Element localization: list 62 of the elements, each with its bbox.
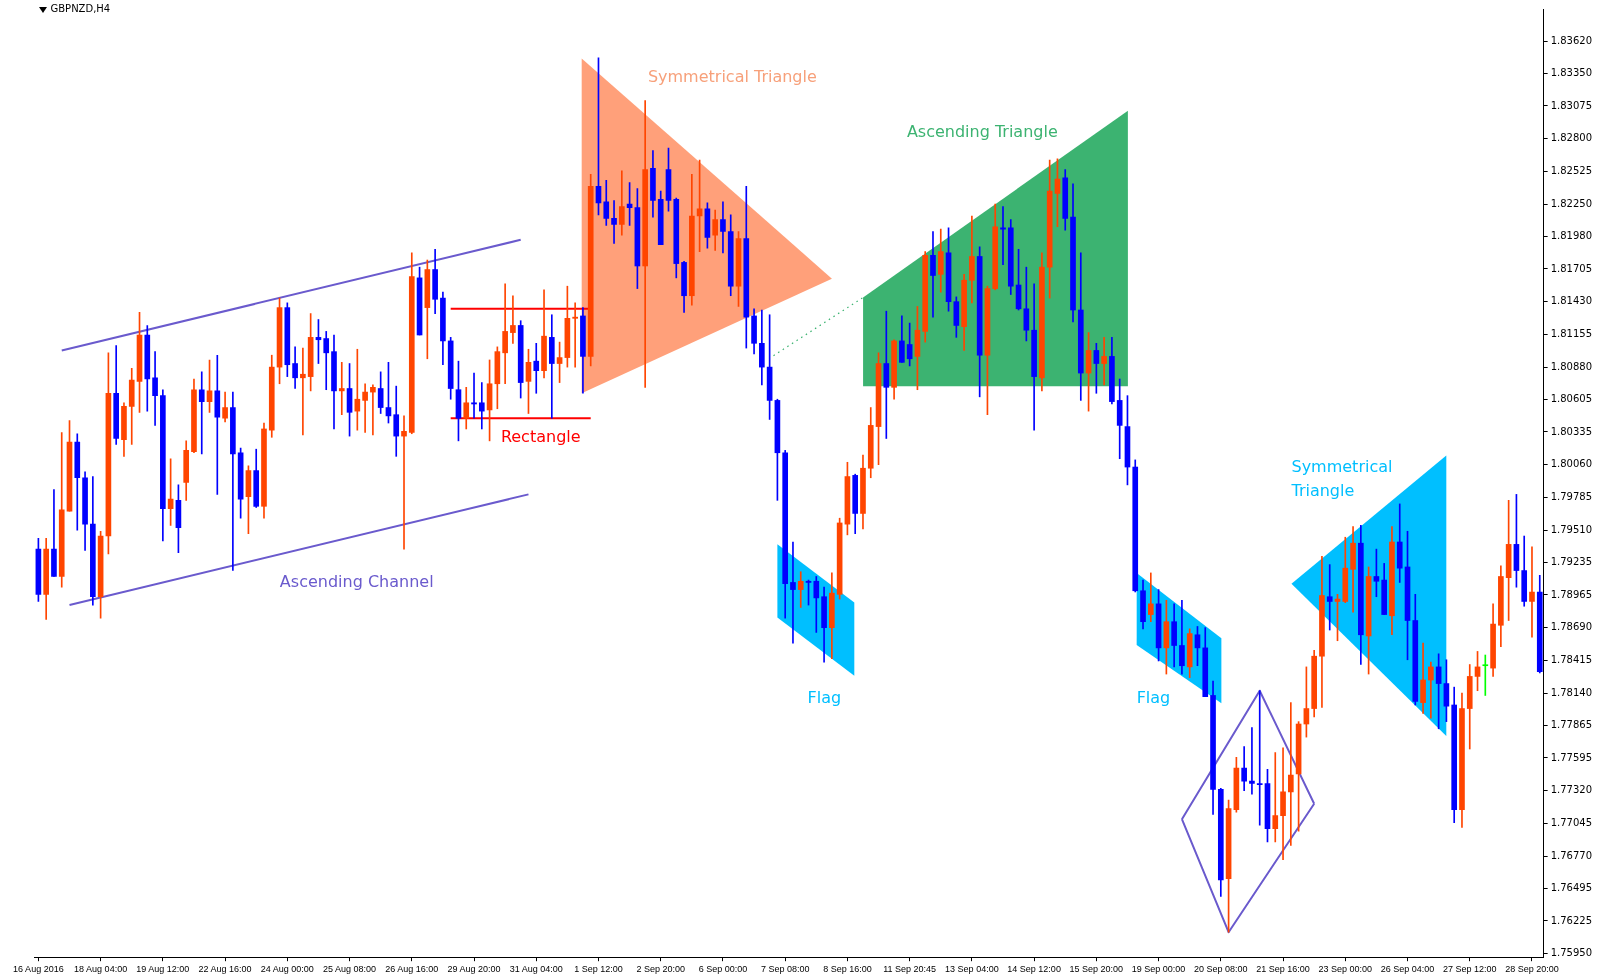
y-tick-label: 1.78140 (1550, 686, 1593, 698)
x-tick-label: 28 Sep 20:00 (1505, 964, 1559, 975)
y-tick-label: 1.81705 (1550, 262, 1593, 274)
y-tick-label: 1.83350 (1550, 66, 1593, 78)
y-tick-label: 1.78690 (1550, 621, 1593, 633)
chart-title: GBPNZD,H4 (50, 3, 111, 14)
y-tick-label: 1.82800 (1550, 132, 1593, 144)
x-tick-label: 11 Sep 20:45 (883, 964, 937, 975)
y-tick-label: 1.79510 (1550, 523, 1593, 535)
x-tick-label: 31 Aug 04:00 (509, 964, 563, 975)
y-tick-label: 1.77320 (1550, 784, 1593, 796)
x-tick-label: 26 Sep 04:00 (1380, 964, 1435, 975)
annotation: Rectangle (500, 425, 581, 448)
y-tick-label: 1.77045 (1550, 816, 1593, 828)
y-tick-label: 1.79235 (1550, 556, 1593, 568)
y-tick-label: 1.80060 (1550, 458, 1593, 470)
y-tick-label: 1.76770 (1550, 849, 1593, 861)
y-tick-label: 1.78965 (1550, 588, 1593, 600)
x-tick-label: 1 Sep 12:00 (574, 964, 623, 975)
x-tick-label: 27 Sep 12:00 (1442, 964, 1497, 975)
y-tick-label: 1.80605 (1550, 393, 1593, 405)
y-tick-label: 1.83620 (1550, 34, 1593, 46)
x-tick-label: 14 Sep 12:00 (1007, 964, 1061, 975)
x-tick-label: 13 Sep 04:00 (945, 964, 999, 975)
y-tick-label: 1.82250 (1550, 197, 1593, 209)
x-tick-label: 19 Aug 12:00 (136, 964, 190, 975)
x-tick-label: 29 Aug 20:00 (447, 964, 501, 975)
y-tick-label: 1.80335 (1550, 425, 1593, 437)
y-tick-label: 1.82525 (1550, 164, 1593, 176)
y-tick-label: 1.81430 (1550, 295, 1593, 307)
x-tick-label: 16 Aug 2016 (13, 964, 64, 975)
y-tick-label: 1.81155 (1550, 327, 1593, 339)
x-tick-label: 15 Sep 20:00 (1069, 964, 1124, 975)
y-tick-label: 1.78415 (1550, 653, 1593, 665)
x-tick-label: 18 Aug 04:00 (74, 964, 128, 975)
x-tick-label: 23 Sep 00:00 (1318, 964, 1373, 975)
x-tick-label: 26 Aug 16:00 (385, 964, 439, 975)
y-tick-label: 1.77595 (1550, 751, 1593, 763)
y-tick-label: 1.76495 (1550, 882, 1593, 894)
annotation: Symmetrical Triangle (1291, 456, 1394, 503)
y-tick-label: 1.77865 (1550, 719, 1593, 731)
annotation: Ascending Triangle (906, 120, 1058, 143)
y-tick-label: 1.83075 (1550, 99, 1593, 111)
x-tick-label: 20 Sep 08:00 (1194, 964, 1248, 975)
x-tick-label: 25 Aug 08:00 (323, 964, 377, 975)
y-tick-label: 1.81980 (1550, 229, 1593, 241)
y-tick-label: 1.76225 (1550, 914, 1593, 926)
x-tick-label: 22 Aug 16:00 (198, 964, 252, 975)
annotation: Ascending Channel (279, 571, 434, 593)
y-tick-label: 1.79785 (1550, 490, 1593, 502)
x-tick-label: 24 Aug 00:00 (260, 964, 314, 975)
annotation: Flag (1136, 686, 1171, 709)
y-tick-label: 1.75950 (1550, 947, 1593, 959)
x-tick-label: 21 Sep 16:00 (1256, 964, 1310, 975)
annotation: Symmetrical Triangle (647, 66, 817, 89)
x-tick-label: 8 Sep 16:00 (823, 964, 872, 975)
y-tick-label: 1.80880 (1550, 360, 1593, 372)
annotation: Flag (807, 686, 842, 709)
x-tick-label: 19 Sep 00:00 (1131, 964, 1186, 975)
x-tick-label: 2 Sep 20:00 (636, 964, 685, 975)
x-tick-label: 7 Sep 08:00 (760, 964, 810, 975)
x-tick-label: 6 Sep 00:00 (698, 964, 748, 975)
